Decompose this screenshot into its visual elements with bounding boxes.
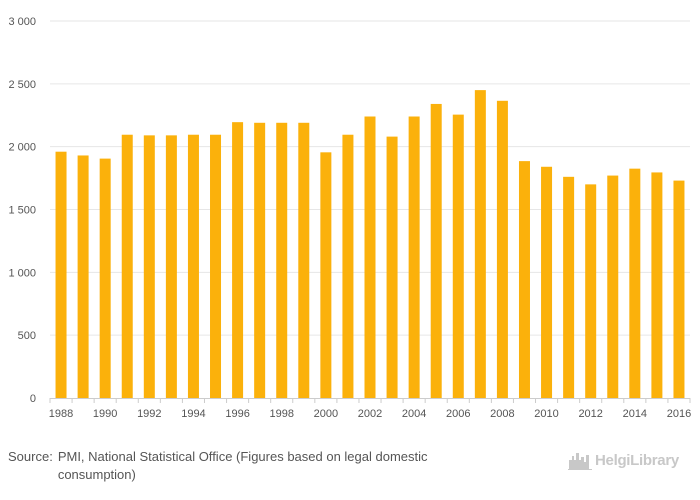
source-text: PMI, National Statistical Office (Figure… [57,449,428,482]
source-label: Source: [8,449,53,464]
bars [55,90,685,399]
bar-1998 [276,122,288,398]
x-tick-label: 1988 [49,408,73,420]
bar-2008 [496,100,508,398]
logo-text: HelgiLibrary [595,451,679,469]
bar-2016 [673,180,685,398]
x-tick-label: 2014 [623,408,647,420]
y-tick-label: 1 000 [8,267,36,279]
y-tick-label: 1 500 [8,205,36,217]
bar-2011 [563,176,575,398]
bar-1989 [77,155,89,398]
bar-1994 [187,134,199,398]
bar-2001 [342,134,354,398]
bar-1999 [298,122,310,398]
bar-2005 [430,103,442,398]
bar-2003 [386,136,398,398]
x-tick-label: 1994 [181,408,205,420]
bar-2015 [651,172,663,398]
bar-1995 [210,134,222,398]
y-axis-labels: 0 500 1 000 1 500 2 000 2 500 3 000 [8,16,36,405]
bar-2006 [452,114,464,398]
x-tick-label: 2004 [402,408,426,420]
bar-1990 [99,158,111,398]
bar-2014 [629,168,641,398]
x-tick-label: 2010 [534,408,558,420]
bar-2010 [541,166,553,398]
source-note: Source: PMI, National Statistical Office… [8,448,508,484]
bar-2002 [364,116,376,399]
x-tick-label: 1996 [225,408,249,420]
bar-1997 [254,122,266,398]
x-tick-label: 2006 [446,408,470,420]
bar-1991 [121,134,133,398]
bar-1988 [55,151,67,398]
y-tick-label: 2 500 [8,79,36,91]
bar-2013 [607,175,619,398]
x-axis-ticks [49,398,691,403]
x-tick-label: 1998 [269,408,293,420]
bar-1993 [165,135,177,398]
bar-1992 [143,135,155,398]
x-tick-label: 2002 [358,408,382,420]
x-tick-label: 2012 [578,408,602,420]
bar-2012 [585,184,597,398]
x-tick-label: 2016 [667,408,691,420]
x-tick-label: 2000 [314,408,338,420]
y-tick-label: 500 [18,330,36,342]
helgilibrary-logo: HelgiLibrary [568,448,692,472]
bar-2004 [408,116,420,399]
bar-1996 [232,122,244,398]
x-tick-label: 1992 [137,408,161,420]
y-tick-label: 0 [30,393,36,405]
bar-2007 [474,90,486,398]
y-tick-label: 3 000 [8,16,36,28]
y-tick-label: 2 000 [8,142,36,154]
x-axis-labels: 1988 1990 1992 1994 1996 1998 2000 2002 2004 2006… [49,408,691,420]
x-tick-label: 2008 [490,408,514,420]
bar-2009 [518,161,530,398]
city-skyline-icon [568,453,592,470]
x-tick-label: 1990 [93,408,117,420]
bar-2000 [320,152,332,398]
